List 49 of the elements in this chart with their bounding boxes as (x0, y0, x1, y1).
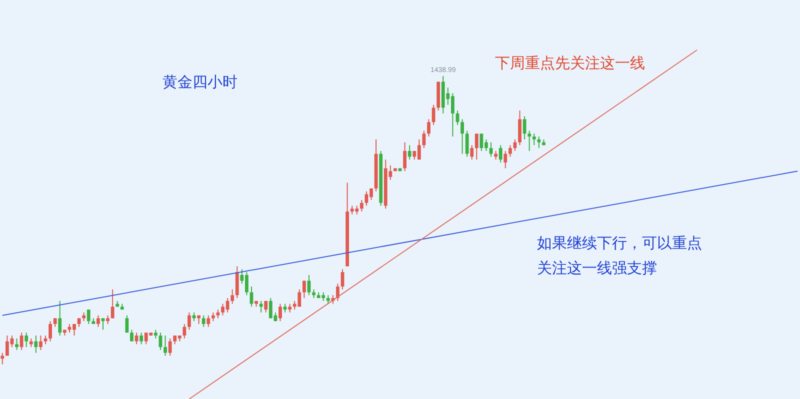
candlestick (307, 274, 311, 296)
candlestick (522, 116, 526, 140)
candlestick (39, 335, 42, 350)
candlestick (537, 136, 541, 149)
candlestick (20, 332, 24, 350)
candlestick (360, 199, 364, 212)
candlestick (336, 283, 340, 302)
candlestick (474, 133, 478, 160)
candlestick (202, 314, 206, 328)
candlestick (101, 318, 105, 330)
candlestick (164, 335, 167, 356)
candlestick (110, 288, 114, 319)
candlestick (86, 309, 90, 325)
candlestick (427, 118, 430, 138)
candlestick (130, 329, 134, 342)
candlestick (24, 332, 28, 348)
text: 下周重点先关注这一线 (495, 54, 645, 72)
candlestick (408, 144, 412, 160)
candlestick (34, 335, 38, 354)
candlestick (518, 110, 522, 146)
candlestick (403, 142, 406, 172)
candlestick (188, 312, 191, 330)
candlestick (134, 332, 138, 345)
candlestick (470, 144, 474, 160)
candlestick (96, 314, 100, 328)
candlestick (489, 142, 493, 158)
candlestick (0, 352, 4, 365)
candlestick (302, 280, 306, 299)
candlestick (206, 314, 210, 328)
candlestick (15, 338, 18, 350)
candlestick (504, 150, 508, 169)
candlestick (58, 300, 62, 336)
candlestick (235, 266, 239, 299)
candlestick (140, 332, 144, 345)
candlestick (48, 320, 52, 342)
candlestick (532, 133, 536, 146)
candlestick (460, 118, 464, 154)
candlestick (182, 324, 186, 339)
candlestick (508, 144, 512, 158)
candlestick (230, 288, 234, 304)
candlestick (278, 303, 282, 322)
candlestick (259, 300, 263, 313)
annotation: 黄金四小时 (162, 73, 238, 91)
annotation: 如果继续下行，可以重点关注这一线强支撑 (537, 234, 702, 277)
candlestick (465, 130, 469, 158)
candlestick (498, 144, 502, 163)
candlestick (528, 130, 532, 152)
candlestick (168, 338, 172, 356)
candlestick (125, 314, 129, 334)
